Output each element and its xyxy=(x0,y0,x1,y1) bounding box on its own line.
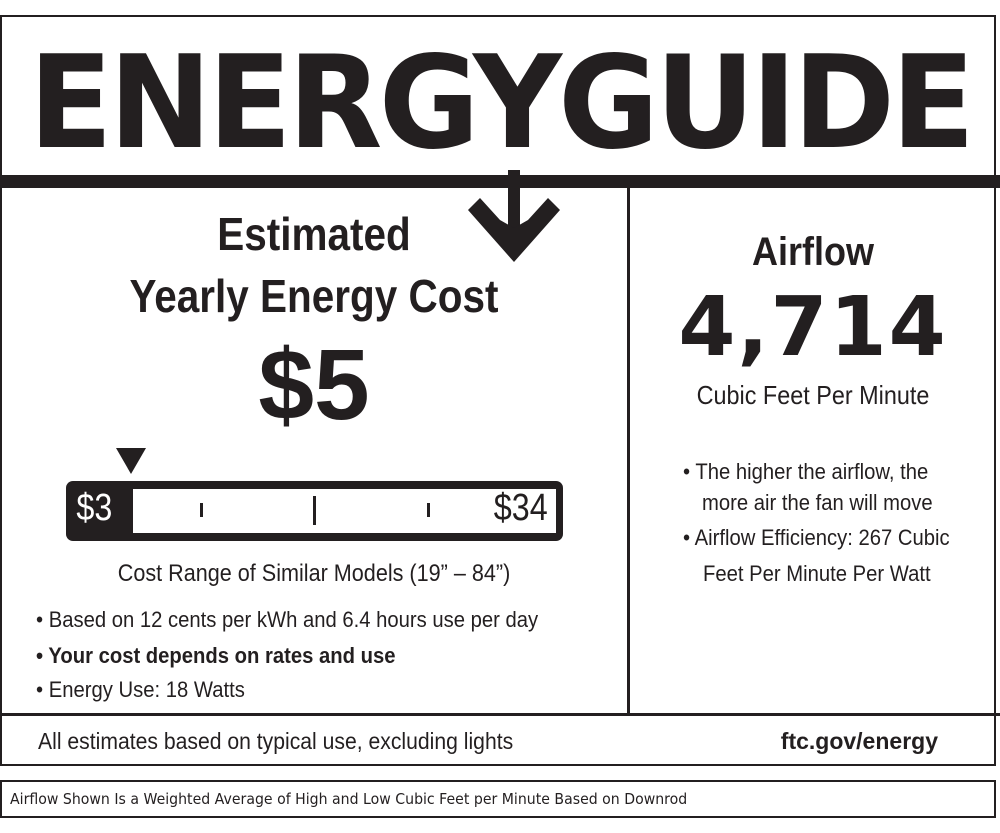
column-divider xyxy=(627,188,630,715)
disclaimer-box xyxy=(0,780,996,818)
airflow-value: 4,714 xyxy=(678,280,948,375)
cost-range-low: $3 xyxy=(76,487,113,529)
footer-divider xyxy=(0,713,1000,716)
energyguide-logo: ENERGYGUIDE xyxy=(28,29,975,178)
cost-heading-line1: Estimated xyxy=(217,208,411,260)
airflow-unit: Cubic Feet Per Minute xyxy=(696,380,930,410)
cost-range-track xyxy=(133,489,556,533)
header-divider xyxy=(0,175,1000,188)
yearly-cost-value: $5 xyxy=(258,329,370,441)
range-tick xyxy=(313,496,316,525)
ftc-link[interactable]: ftc.gov/energy xyxy=(780,728,938,754)
range-tick xyxy=(427,503,430,517)
arrow-down-icon xyxy=(468,170,560,262)
cost-marker-icon xyxy=(116,448,146,474)
airflow-bullet2-line2: Feet Per Minute Per Watt xyxy=(703,561,931,586)
cost-range-high: $34 xyxy=(493,487,548,529)
cost-heading-line2: Yearly Energy Cost xyxy=(129,270,499,322)
bullet-rate: • Based on 12 cents per kWh and 6.4 hour… xyxy=(36,607,539,632)
bullet-energy-use: • Energy Use: 18 Watts xyxy=(36,677,245,702)
airflow-heading: Airflow xyxy=(751,230,874,274)
energyguide-label xyxy=(0,15,996,766)
airflow-bullet1-line1: • The higher the airflow, the xyxy=(683,459,929,484)
footer-note: All estimates based on typical use, excl… xyxy=(38,728,514,754)
bullet-depends: • Your cost depends on rates and use xyxy=(36,643,396,668)
cost-range-label: Cost Range of Similar Models (19” – 84”) xyxy=(117,560,511,587)
airflow-bullet2-line1: • Airflow Efficiency: 267 Cubic xyxy=(683,525,950,550)
range-tick xyxy=(200,503,203,517)
disclaimer-text: Airflow Shown Is a Weighted Average of H… xyxy=(10,790,688,808)
airflow-bullet1-line2: more air the fan will move xyxy=(702,490,933,515)
